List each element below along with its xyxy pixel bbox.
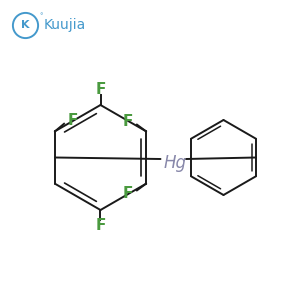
Text: F: F [95,218,106,233]
Text: Hg: Hg [164,154,187,172]
Text: F: F [123,114,134,129]
Text: F: F [68,113,78,128]
Text: Kuujia: Kuujia [44,19,86,32]
Text: °: ° [40,13,43,19]
Text: F: F [123,186,134,201]
Text: F: F [95,82,106,97]
Text: K: K [21,20,30,31]
